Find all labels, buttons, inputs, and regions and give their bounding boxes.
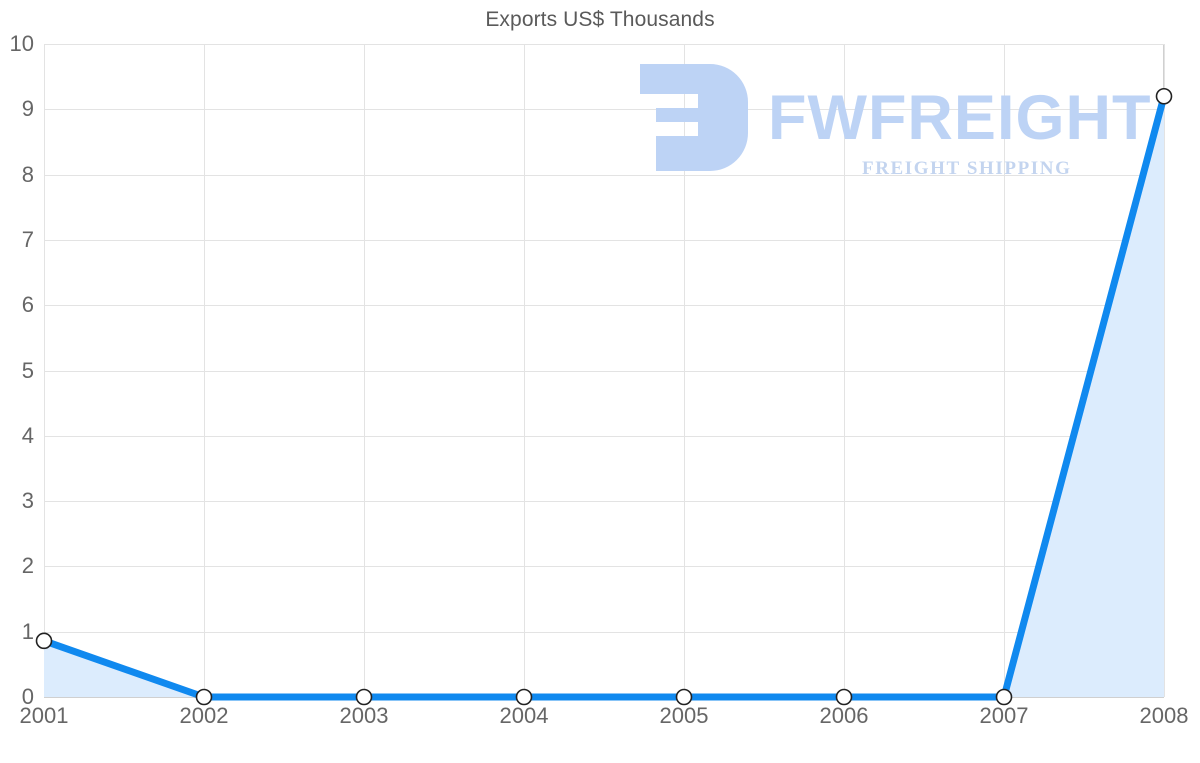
y-axis-tick-label: 6 [21, 292, 34, 318]
data-point-marker[interactable] [675, 688, 693, 706]
gridline-x-2004 [524, 44, 525, 697]
gridline-y-2 [44, 566, 1164, 568]
gridline-x-2008 [1164, 44, 1165, 697]
x-axis-tick-label: 2008 [1139, 703, 1189, 728]
data-point-marker[interactable] [835, 688, 853, 706]
y-axis-tick-label: 7 [21, 226, 34, 252]
data-point-marker[interactable] [515, 688, 533, 706]
series-line [40, 92, 1168, 701]
x-axis-tick-label: 2005 [659, 703, 709, 728]
gridline-x-2007 [1004, 44, 1005, 697]
gridline-x-2003 [364, 44, 365, 697]
gridline-y-5 [44, 370, 1164, 372]
gridline-y-4 [44, 435, 1164, 437]
gridline-x-2002 [204, 44, 205, 697]
data-point-marker[interactable] [355, 688, 373, 706]
y-axis-tick-label: 3 [21, 488, 34, 514]
chart-title: Exports US$ Thousands [485, 8, 715, 31]
data-point-markers [35, 87, 1173, 706]
gridline-y-3 [44, 501, 1164, 503]
x-axis-tick-label: 2001 [19, 703, 69, 728]
gridline-y-7 [44, 239, 1164, 241]
y-axis-tick-label: 10 [9, 31, 34, 56]
x-axis-tick-label: 2003 [339, 703, 389, 728]
area-fill [44, 96, 1164, 698]
y-axis-tick-label: 4 [21, 422, 34, 448]
y-axis-tick-label: 0 [21, 684, 34, 709]
x-axis-tick-label: 2006 [819, 703, 869, 728]
gridline-y-8 [44, 174, 1164, 176]
data-point-marker[interactable] [995, 688, 1013, 706]
gridline-x-2006 [844, 44, 845, 697]
gridline-y-9 [44, 109, 1164, 111]
x-axis-tick-label: 2002 [179, 703, 229, 728]
gridline-x-2005 [684, 44, 685, 697]
gridline-y-1 [44, 631, 1164, 633]
gridline-x-2001 [44, 44, 45, 697]
gridline-y-6 [44, 305, 1164, 307]
x-axis-tick-label: 2007 [979, 703, 1029, 728]
gridline-y-10 [44, 44, 1164, 45]
data-point-marker[interactable] [1155, 87, 1173, 105]
y-axis-tick-label: 8 [21, 161, 34, 187]
y-axis-tick-label: 1 [21, 618, 34, 644]
x-axis-tick-label: 2004 [499, 703, 549, 728]
data-point-marker[interactable] [35, 632, 53, 650]
y-axis-tick-label: 2 [21, 553, 34, 579]
y-axis-tick-label: 9 [21, 96, 34, 122]
y-axis-tick-label: 5 [21, 357, 34, 383]
data-point-marker[interactable] [195, 688, 213, 706]
